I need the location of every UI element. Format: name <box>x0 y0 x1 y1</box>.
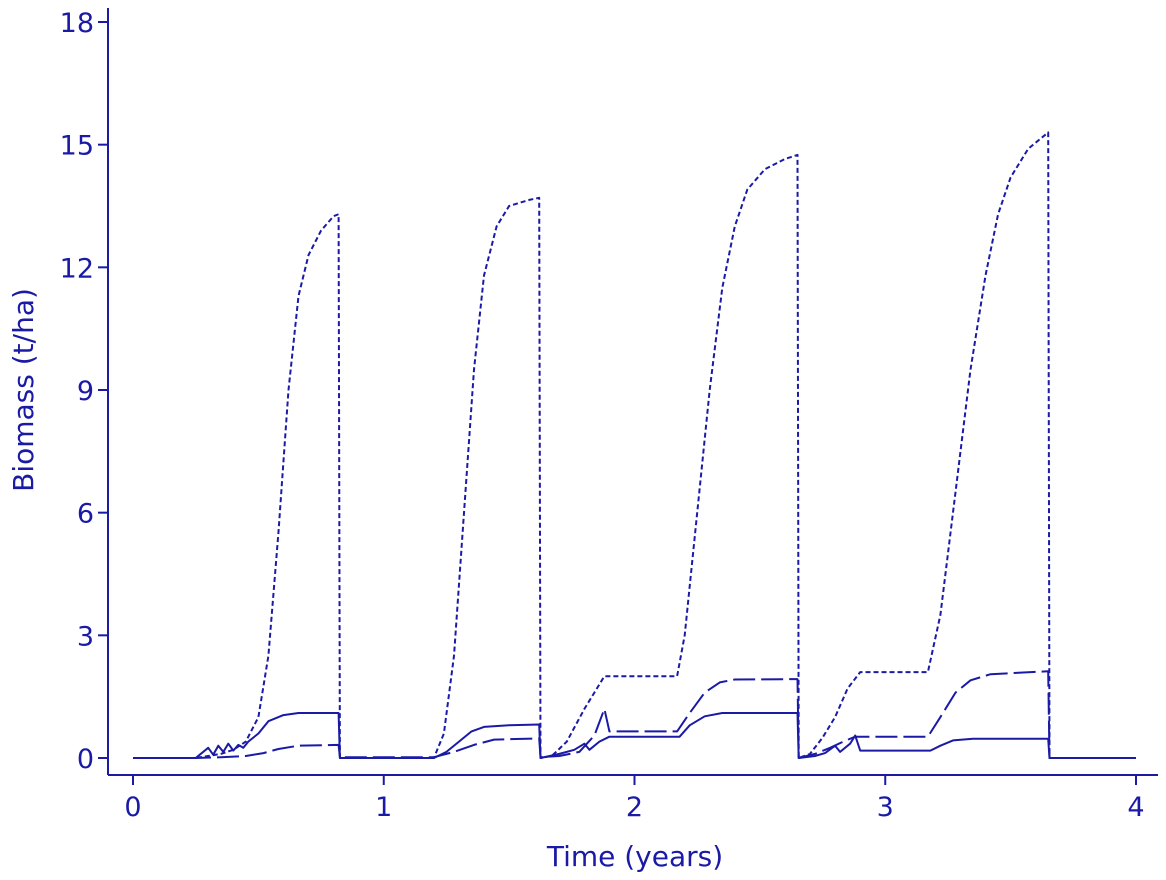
y-axis-label: Biomass (t/ha) <box>7 288 40 492</box>
x-tick-label: 0 <box>124 792 141 823</box>
y-tick-label: 3 <box>77 621 94 652</box>
x-tick-label: 1 <box>375 792 392 823</box>
y-tick-label: 15 <box>60 131 94 162</box>
y-tick-label: 12 <box>60 253 94 284</box>
x-tick-label: 4 <box>1127 792 1144 823</box>
plot-series <box>133 131 1136 759</box>
series-line-solid <box>133 712 1136 759</box>
y-tick-label: 9 <box>77 376 94 407</box>
x-axis-label: Time (years) <box>546 840 723 873</box>
x-tick-label: 2 <box>626 792 643 823</box>
y-tick-label: 6 <box>77 499 94 530</box>
y-tick-label: 18 <box>60 8 94 39</box>
series-line-short-dash <box>133 131 1136 759</box>
x-tick-label: 3 <box>877 792 894 823</box>
series-line-long-dash <box>133 670 1136 759</box>
y-tick-label: 0 <box>77 744 94 775</box>
